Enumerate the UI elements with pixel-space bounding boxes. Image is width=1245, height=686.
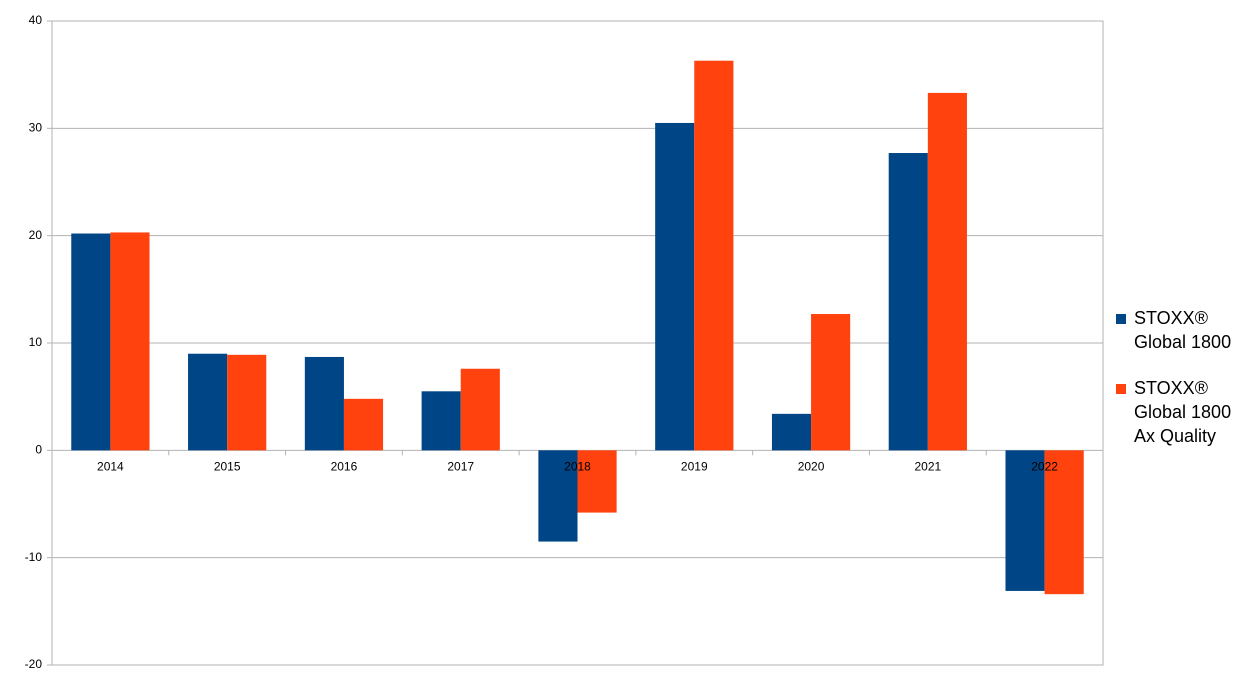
y-tick-label: 30 (29, 121, 43, 135)
legend: STOXX® Global 1800 STOXX® Global 1800 Ax … (1116, 306, 1236, 470)
y-tick-label: 40 (29, 13, 43, 27)
bar (1005, 450, 1045, 591)
x-tick-label: 2014 (97, 460, 124, 474)
x-tick-label: 2021 (914, 460, 941, 474)
bar (343, 398, 384, 451)
bar (460, 368, 500, 451)
bar (888, 153, 928, 451)
y-tick-label: 0 (35, 443, 42, 457)
x-tick-label: 2019 (681, 460, 708, 474)
x-tick-label: 2017 (447, 460, 474, 474)
bar (1044, 450, 1084, 595)
legend-swatch (1116, 314, 1126, 324)
bar (188, 353, 228, 451)
bar (927, 92, 967, 451)
legend-item: STOXX® Global 1800 (1116, 306, 1236, 354)
x-tick-label: 2020 (798, 460, 825, 474)
y-tick-label: 10 (29, 335, 43, 349)
y-tick-label: 20 (29, 228, 43, 242)
bar (577, 450, 617, 513)
legend-label: STOXX® Global 1800 Ax Quality (1134, 378, 1232, 446)
bar (811, 314, 851, 451)
legend-swatch (1116, 384, 1126, 394)
bar (538, 450, 578, 542)
x-tick-label: 2015 (214, 460, 241, 474)
bar (421, 391, 461, 451)
y-tick-label: -10 (25, 550, 43, 564)
bar (694, 60, 734, 451)
x-tick-label: 2022 (1031, 460, 1058, 474)
bar (655, 122, 695, 451)
x-tick-label: 2018 (564, 460, 591, 474)
legend-item: STOXX® Global 1800 Ax Quality (1116, 376, 1236, 448)
legend-label: STOXX® Global 1800 (1134, 308, 1232, 352)
y-tick-label: -20 (25, 657, 43, 671)
x-tick-label: 2016 (331, 460, 358, 474)
bar (71, 233, 111, 451)
bar (227, 354, 267, 451)
plot-border (51, 20, 1104, 666)
bar (771, 413, 812, 451)
bar (304, 356, 344, 451)
bar (110, 232, 150, 451)
